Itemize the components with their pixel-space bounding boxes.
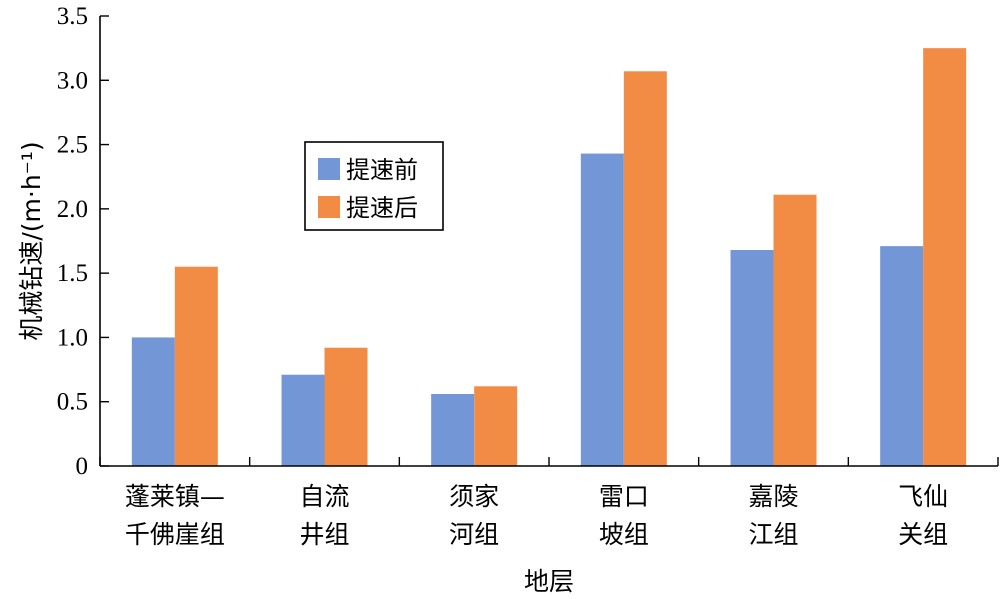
bar-before: [281, 374, 325, 466]
bar-after: [773, 194, 817, 466]
bar-after: [474, 386, 518, 466]
x-ticks: [99, 457, 999, 466]
bar-before: [580, 153, 624, 467]
category-label: 飞仙: [898, 482, 948, 511]
y-axis-title: 机械钻速/(m·h⁻¹): [17, 141, 46, 340]
category-label: 井组: [299, 520, 349, 549]
category-label: 江组: [748, 520, 798, 549]
category-label: 雷口: [599, 482, 649, 511]
axes-layer: [99, 16, 998, 467]
category-label: 千佛崖组: [125, 520, 225, 549]
legend-label-after: 提速后: [346, 194, 418, 222]
y-tick-label: 1.0: [57, 324, 88, 351]
bar-before: [131, 337, 175, 466]
bar-before: [431, 394, 475, 466]
x-axis-title: 地层: [524, 567, 574, 596]
category-label: 蓬莱镇—: [125, 482, 225, 511]
category-label: 河组: [449, 520, 499, 549]
category-label: 自流: [299, 482, 349, 511]
category-label: 关组: [898, 520, 948, 549]
y-ticks: 0 0.5 1.0 1.5 2.0 2.5 3.0 3.5: [57, 3, 109, 480]
y-tick-label: 2.0: [57, 196, 88, 223]
bar-after: [623, 71, 667, 467]
y-tick-label: 0.5: [57, 389, 88, 416]
bars-layer: [131, 48, 967, 467]
bar-before: [730, 250, 774, 466]
y-tick-label: 2.5: [57, 132, 88, 159]
category-label: 坡组: [599, 520, 649, 549]
y-tick-label: 3.5: [57, 3, 88, 30]
category-label: 嘉陵: [748, 482, 798, 511]
legend-label-before: 提速前: [346, 156, 418, 184]
bar-after: [923, 48, 967, 467]
bar-after: [324, 347, 368, 466]
legend-swatch-before: [318, 158, 340, 180]
category-label: 须家: [449, 482, 499, 511]
legend-swatch-after: [318, 196, 340, 218]
bar-after: [174, 266, 218, 466]
y-tick-label: 0: [76, 453, 89, 480]
y-tick-label: 3.0: [57, 67, 88, 94]
bar-before: [880, 246, 924, 466]
y-tick-label: 1.5: [57, 260, 88, 287]
